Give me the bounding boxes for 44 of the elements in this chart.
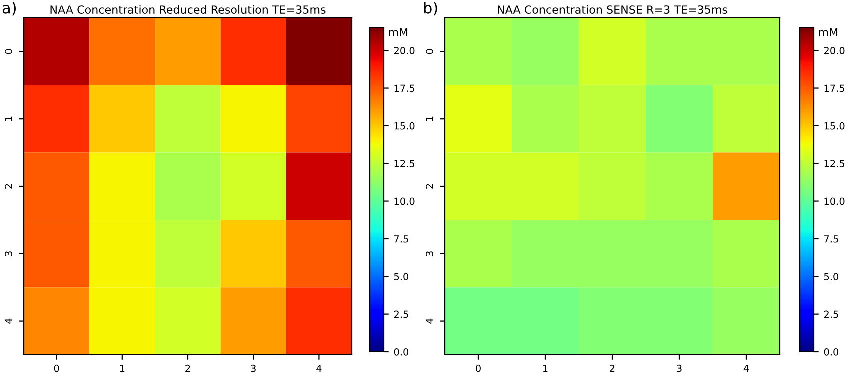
chart-title: NAA Concentration SENSE R=3 TE=35ms: [498, 5, 728, 14]
x-tick-label: 3: [251, 364, 256, 372]
x-tick-label: 0: [476, 364, 481, 372]
color-bar-label: 20.0: [394, 47, 415, 54]
color-bar-label: 10.0: [824, 198, 845, 206]
x-tick-label: 1: [543, 365, 548, 372]
color-bar-label: 20.0: [824, 47, 845, 54]
color-bar-label: 10.0: [394, 198, 415, 206]
color-bar-label: 2.5: [824, 310, 838, 318]
y-tick-label: 0: [426, 49, 434, 54]
x-tick-label: 3: [677, 364, 682, 372]
y-tick-label: 3: [426, 252, 434, 256]
color-bar-label: 7.5: [394, 236, 408, 243]
chart-title: NAA Concentration Reduced Resolution TE=35ms: [50, 5, 326, 14]
color-bar-label: 2.5: [394, 310, 408, 318]
y-tick-label: 0: [5, 49, 12, 54]
x-tick-label: 2: [186, 364, 190, 372]
y-tick-label: 4: [426, 318, 434, 324]
color-bar-title: mM: [389, 28, 408, 36]
color-bar-label: 5.0: [824, 273, 839, 280]
text: a): [2, 2, 16, 16]
color-bar-label: 0.0: [394, 348, 409, 356]
y-tick-label: 3: [5, 252, 12, 256]
color-bar-label: 7.5: [824, 236, 838, 243]
color-bar-label: 0.0: [824, 348, 839, 356]
y-tick-label: 2: [426, 184, 434, 189]
color-bar-label: 5.0: [394, 273, 409, 280]
color-bar-title: mM: [819, 28, 838, 36]
y-tick-label: 4: [5, 318, 12, 324]
text: b): [424, 2, 438, 16]
color-bar-label: 17.5: [824, 84, 845, 92]
x-tick-label: 2: [610, 364, 615, 372]
x-tick-label: 1: [120, 365, 125, 372]
y-tick-label: 1: [5, 116, 12, 122]
color-bar-label: 15.0: [394, 122, 415, 130]
x-tick-label: 0: [54, 364, 60, 372]
color-bar-label: 12.5: [824, 160, 845, 168]
color-bar-label: 12.5: [394, 160, 415, 168]
color-bar-label: 17.5: [394, 84, 415, 92]
color-bar-label: 15.0: [824, 122, 845, 130]
y-tick-label: 1: [426, 116, 434, 122]
x-tick-label: 4: [744, 365, 750, 372]
y-tick-label: 2: [5, 184, 12, 189]
x-tick-label: 4: [316, 365, 322, 372]
